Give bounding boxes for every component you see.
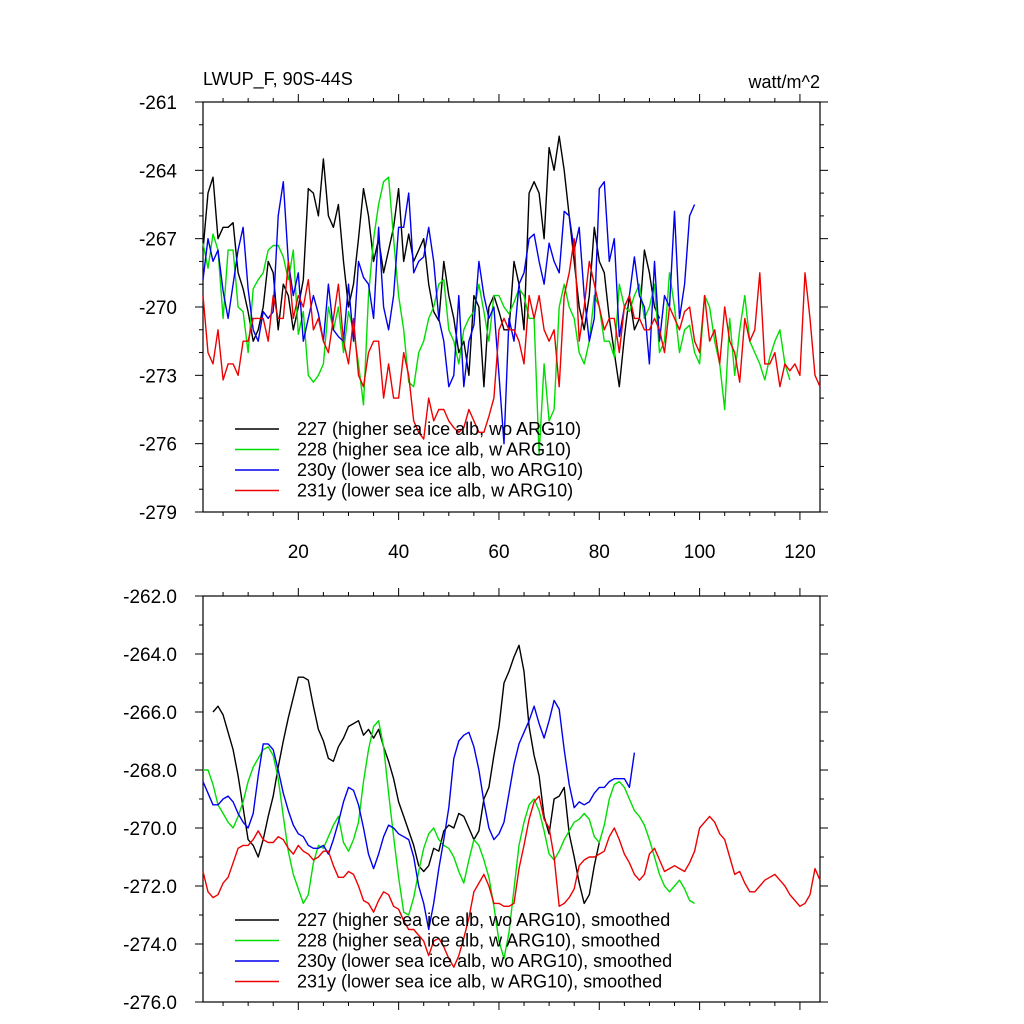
series-line-3 [202, 180, 696, 445]
legend-label: 231y (lower sea ice alb, w ARG10) [297, 481, 573, 501]
series-line-2 [202, 176, 791, 456]
y-tick-label: -264.0 [123, 645, 177, 666]
y-tick-label: -279 [139, 503, 177, 524]
y-tick-label: -276.0 [123, 993, 177, 1014]
x-tick-label: 120 [784, 542, 816, 563]
panel-1: -261 -264 -267 -270 -273 -276 -279 20 40 60 80 100 1… [139, 93, 828, 563]
x-tick-label: 40 [388, 542, 409, 563]
y-tick-label: -273 [139, 366, 177, 387]
panel-2: -262.0 -264.0 -266.0 -268.0 -270.0 -272.0 -274… [123, 587, 828, 1014]
chart-title: LWUP_F, 90S-44S [203, 69, 353, 90]
series-line-3 [202, 699, 636, 931]
legend-label: 230y (lower sea ice alb, wo ARG10) [297, 460, 583, 480]
y-tick-label: -266.0 [123, 703, 177, 724]
legend-label: 228 (higher sea ice alb, w ARG10) [297, 440, 571, 460]
legend-label: 228 (higher sea ice alb, w ARG10), smoot… [297, 931, 660, 951]
y-tick-label: -261 [139, 93, 177, 114]
y-tick-label: -268.0 [123, 761, 177, 782]
y-tick-label: -262.0 [123, 587, 177, 608]
series-line-4 [202, 795, 821, 968]
legend-label: 230y (lower sea ice alb, wo ARG10), smoo… [297, 951, 672, 971]
y-tick-label: -270 [139, 298, 177, 319]
series-line-4 [202, 237, 821, 440]
y-tick-label: -276 [139, 435, 177, 456]
series-line-2 [203, 720, 695, 960]
series-line-1 [212, 644, 600, 905]
x-tick-label: 20 [288, 542, 309, 563]
y-tick-label: -267 [139, 230, 177, 251]
legend-label: 227 (higher sea ice alb, wo ARG10) [297, 419, 581, 439]
y-tick-label: -274.0 [123, 935, 177, 956]
y-tick-label: -270.0 [123, 819, 177, 840]
series-line-1 [202, 135, 661, 388]
y-tick-label: -272.0 [123, 877, 177, 898]
units-label: watt/m^2 [748, 72, 820, 92]
legend-label: 231y (lower sea ice alb, w ARG10), smoot… [297, 972, 662, 992]
y-tick-label: -264 [139, 161, 177, 182]
legend-label: 227 (higher sea ice alb, wo ARG10), smoo… [297, 910, 670, 930]
x-tick-label: 60 [488, 542, 509, 563]
x-tick-label: 80 [589, 542, 610, 563]
x-tick-label: 100 [684, 542, 716, 563]
